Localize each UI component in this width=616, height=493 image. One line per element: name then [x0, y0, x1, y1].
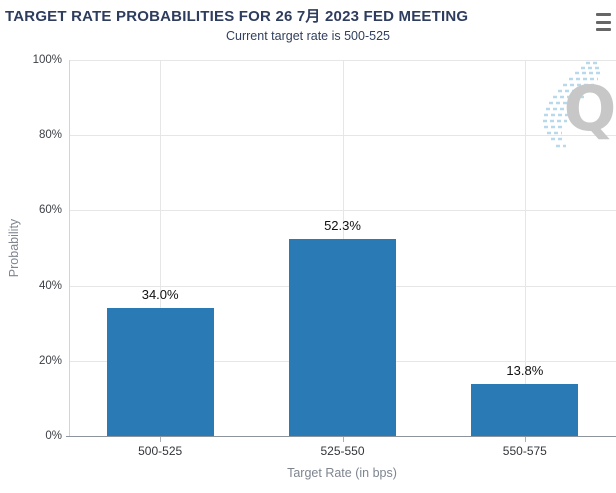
hamburger-bar: [596, 13, 611, 16]
y-tick-label: 80%: [38, 129, 62, 142]
y-axis-line: [69, 60, 70, 436]
bar-value-label: 34.0%: [141, 287, 179, 303]
x-tick-mark: [524, 437, 526, 442]
bar-525-550[interactable]: [289, 239, 396, 436]
x-tick-mark: [160, 437, 162, 442]
chart-title: TARGET RATE PROBABILITIES FOR 26 7月 2023…: [5, 8, 469, 25]
chart-subtitle: Current target rate is 500-525: [226, 29, 390, 43]
y-tick-label: 100%: [32, 54, 62, 66]
hamburger-menu-icon[interactable]: [596, 13, 611, 31]
y-tick-label: 40%: [38, 279, 62, 292]
x-tick-label: 525-550: [320, 444, 365, 458]
x-tick-label: 550-575: [502, 444, 547, 458]
x-axis-line: [66, 436, 616, 437]
hamburger-bar: [596, 20, 611, 24]
x-axis-title: Target Rate (in bps): [287, 466, 397, 480]
y-tick-label: 20%: [38, 354, 62, 367]
x-tick-label: 500-525: [138, 444, 183, 458]
bar-500-525[interactable]: [106, 308, 214, 436]
gridline-vertical: [160, 60, 162, 436]
y-tick-label: 60%: [38, 204, 62, 217]
bar-550-575[interactable]: [471, 384, 579, 436]
y-tick-label: 0%: [45, 430, 62, 442]
x-tick-mark: [342, 437, 344, 442]
bar-value-label: 52.3%: [324, 218, 361, 234]
gridline-vertical: [524, 60, 526, 436]
bar-value-label: 13.8%: [506, 363, 544, 379]
y-axis-title: Probability: [7, 218, 21, 278]
hamburger-bar: [596, 28, 611, 31]
